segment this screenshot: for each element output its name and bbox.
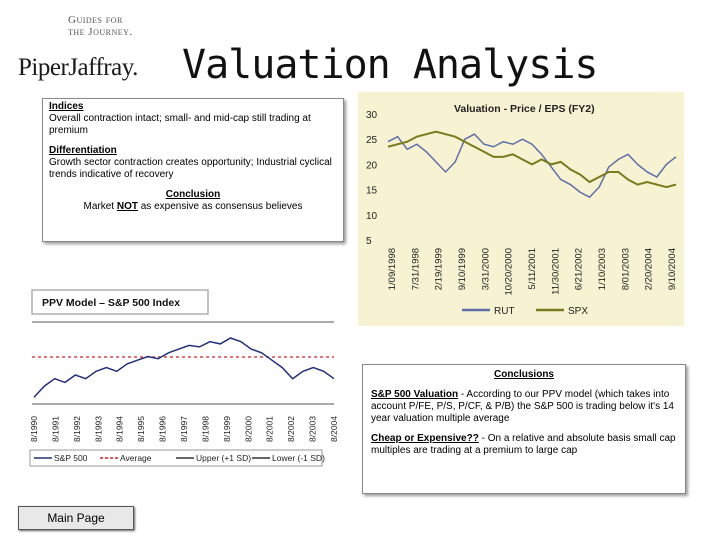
ppv-xtick: 8/1991	[50, 416, 60, 442]
conclusion-text: Market NOT as expensive as consensus bel…	[49, 201, 337, 213]
valuation-legend-label: RUT	[494, 306, 515, 317]
valuation-xtick: 3/31/2000	[480, 248, 491, 290]
valuation-ytick: 20	[366, 160, 378, 171]
valuation-chart-svg: Valuation - Price / EPS (FY2) 30 25 20 15 10…	[366, 103, 678, 317]
logo-tagline-line1: Guides for	[68, 14, 123, 26]
cheap-expensive-text: - On a relative and absolute basis small…	[371, 433, 676, 456]
valuation-ytick: 10	[366, 211, 378, 222]
valuation-xtick: 9/10/1999	[457, 248, 468, 290]
valuation-xtick: 9/10/2004	[667, 248, 678, 290]
valuation-series-rut	[387, 133, 677, 199]
conclusion-post: as expensive as consensus believes	[137, 201, 303, 212]
valuation-xtick: 5/11/2001	[527, 248, 538, 290]
differentiation-heading: Differentiation	[49, 145, 117, 156]
conclusion-section: Conclusion Market NOT as expensive as co…	[49, 189, 337, 213]
page-title: Valuation Analysis	[182, 42, 598, 88]
valuation-xtick: 2/20/2004	[644, 248, 655, 290]
cheap-expensive-paragraph: Cheap or Expensive?? - On a relative and…	[371, 433, 677, 457]
sp500-valuation-paragraph: S&P 500 Valuation - According to our PPV…	[371, 389, 677, 425]
sp500-valuation-heading: S&P 500 Valuation	[371, 389, 459, 400]
valuation-xtick: 7/31/1998	[410, 248, 421, 290]
ppv-chart: PPV Model – S&P 500 Index 8/1990 8/1991 8/…	[28, 286, 339, 472]
conclusion-not: NOT	[116, 201, 138, 212]
indices-section: Indices Overall contraction intact; smal…	[49, 101, 337, 137]
ppv-xtick: 8/2001	[265, 416, 275, 442]
valuation-xtick: 2/19/1999	[434, 248, 445, 290]
sp500-valuation-text: - According to our PPV model (which take…	[371, 389, 674, 424]
ppv-legend-label: Average	[120, 453, 152, 463]
logo-tagline: Guides for the Journey.	[68, 14, 133, 38]
valuation-series-spx	[387, 130, 677, 189]
ppv-chart-title: PPV Model – S&P 500 Index	[42, 297, 180, 309]
ppv-xtick: 8/1994	[115, 416, 125, 442]
brand-logo: PiperJaffray.	[18, 54, 138, 81]
indices-text: Overall contraction intact; small- and m…	[49, 113, 311, 136]
ppv-xtick: 8/2004	[329, 416, 338, 442]
ppv-legend-label: Upper (+1 SD)	[196, 453, 251, 463]
valuation-xtick: 1/10/2003	[597, 248, 608, 290]
ppv-xtick: 8/1990	[29, 416, 39, 442]
cheap-expensive-heading: Cheap or Expensive??	[371, 433, 479, 444]
indices-heading: Indices	[49, 101, 84, 112]
valuation-chart-title: Valuation - Price / EPS (FY2)	[454, 103, 595, 115]
summary-box: Indices Overall contraction intact; smal…	[42, 98, 344, 242]
ppv-xtick: 8/2002	[286, 416, 296, 442]
ppv-xtick: 8/2000	[243, 416, 253, 442]
conclusion-pre: Market	[83, 201, 117, 212]
valuation-ytick: 15	[366, 186, 378, 197]
valuation-chart: Valuation - Price / EPS (FY2) 30 25 20 15 10…	[358, 92, 684, 326]
valuation-xtick: 6/21/2002	[574, 248, 585, 290]
valuation-ytick: 30	[366, 110, 378, 121]
valuation-xtick: 1/09/1998	[387, 248, 398, 290]
valuation-ytick: 5	[366, 236, 372, 247]
valuation-xtick: 11/30/2001	[550, 248, 561, 295]
differentiation-text: Growth sector contraction creates opport…	[49, 157, 332, 180]
ppv-legend-label: Lower (-1 SD)	[272, 453, 325, 463]
valuation-xtick: 10/20/2000	[504, 248, 515, 296]
logo-tagline-line2: the Journey.	[68, 26, 133, 38]
conclusion-heading: Conclusion	[165, 189, 221, 200]
valuation-ytick: 25	[366, 135, 378, 146]
differentiation-section: Differentiation Growth sector contractio…	[49, 145, 337, 181]
main-page-button[interactable]: Main Page	[18, 506, 134, 530]
ppv-xtick: 8/1992	[72, 416, 82, 442]
valuation-legend-label: SPX	[568, 306, 588, 317]
ppv-xtick: 8/1993	[93, 416, 103, 442]
ppv-xtick: 8/1999	[222, 416, 232, 442]
ppv-legend-label: S&P 500	[54, 453, 88, 463]
conclusions-title: Conclusions	[493, 369, 554, 380]
ppv-xtick: 8/2003	[308, 416, 318, 442]
ppv-series-sp500	[33, 337, 335, 398]
valuation-xtick: 8/01/2003	[620, 248, 631, 290]
ppv-xtick: 8/1998	[200, 416, 210, 442]
ppv-xtick: 8/1997	[179, 416, 189, 442]
ppv-chart-svg: PPV Model – S&P 500 Index 8/1990 8/1991 8/…	[29, 289, 339, 467]
ppv-xtick: 8/1995	[136, 416, 146, 442]
ppv-xtick: 8/1996	[158, 416, 168, 442]
ppv-title-box	[31, 289, 209, 315]
conclusions-box: Conclusions S&P 500 Valuation - Accordin…	[362, 364, 686, 494]
